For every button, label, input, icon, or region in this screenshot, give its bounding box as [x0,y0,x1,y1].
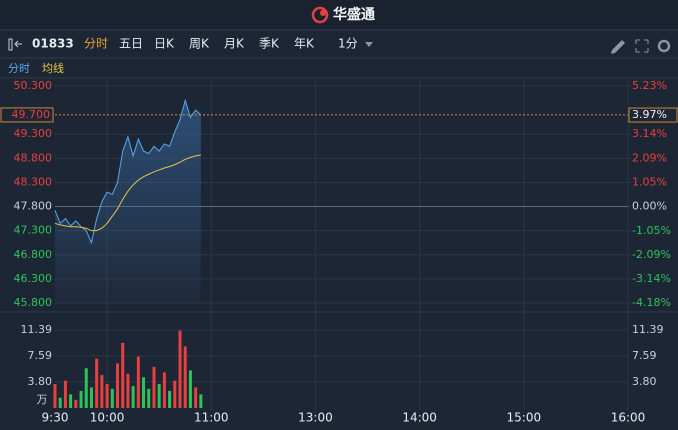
volume-bar [53,384,57,408]
period-select[interactable]: 1分 [338,37,358,51]
stock-code: 01833 [32,37,74,51]
volume-bar [69,394,73,408]
volume-bar [110,388,114,408]
volume-bar [121,342,125,408]
x-tick-label: 10:00 [90,411,125,425]
y2-tick-label: 3.14% [632,127,667,140]
y2-tick-label: 11.39 [632,323,664,336]
y-tick-label: 45.800 [14,296,53,309]
settings-icon[interactable] [657,39,671,53]
x-tick-label: 15:00 [507,411,542,425]
x-tick-label: 11:00 [194,411,229,425]
volume-bar [105,384,109,408]
header-bar [0,0,678,30]
y-tick-label: 11.39 [21,323,53,336]
volume-bar [199,394,203,408]
price-line [54,98,202,245]
price-area [55,100,201,303]
volume-bar [95,358,99,408]
tab[interactable]: 季K [259,37,280,51]
average-line [54,154,201,232]
tab[interactable]: 年K [294,37,315,51]
volume-bar [168,390,172,408]
x-tick-label: 14:00 [402,411,437,425]
volume-bar [157,384,161,408]
y-tick-label: 48.300 [14,175,53,188]
y2-tick-label: 7.59 [632,349,657,362]
last-change-label: 3.97% [632,108,667,121]
y2-tick-label: 2.09% [632,151,667,164]
volume-bar [194,387,198,408]
volume-bar [178,330,182,408]
brand-logo [311,6,329,24]
legend-entry: 分时 [8,62,30,75]
y2-tick-label: -1.05% [632,224,671,237]
tab[interactable]: 日K [154,37,175,51]
last-price-label: 49.700 [12,108,51,121]
tab[interactable]: 月K [224,37,245,51]
volume-bar [188,370,192,408]
volume-bar [126,373,130,408]
volume-bar [136,356,140,408]
y-tick-label: 3.80 [28,375,53,388]
last-price-box [0,107,54,123]
y2-tick-label: 1.05% [632,175,667,188]
y2-tick-label: -2.09% [632,248,671,261]
tab[interactable]: 五日 [119,37,143,51]
volume-bar [74,399,78,408]
volume-bar [142,377,146,408]
volume-bar [79,390,83,408]
volume-bar [147,388,151,408]
volume-bar [63,380,67,408]
volume-bar [58,397,62,408]
tab[interactable]: 分时 [84,37,108,51]
y2-tick-label: 0.00% [632,200,667,213]
y-tick-label: 46.300 [14,272,53,285]
last-change-box [628,107,678,123]
y2-tick-label: -4.18% [632,296,671,309]
y-tick-label: 48.800 [14,151,53,164]
volume-bar [84,368,88,408]
y-tick-label: 47.300 [14,224,53,237]
volume-bar [89,387,93,408]
dropdown-arrow[interactable] [365,42,373,47]
y-tick-label: 7.59 [28,349,53,362]
x-tick-label: 9:30 [42,411,69,425]
volume-bar [100,375,104,408]
volume-bar [173,380,177,408]
volume-bar [183,346,187,408]
volume-bar [131,386,135,408]
y2-tick-label: 5.23% [632,79,667,92]
brand: 华盛通 [333,6,375,23]
y2-tick-label: -3.14% [632,272,671,285]
y2-tick-label: 3.80 [632,375,657,388]
x-tick-label: 16:00 [611,411,646,425]
y-tick-label: 50.300 [14,79,53,92]
y-tick-label: 47.800 [14,200,53,213]
collapse-icon[interactable] [8,38,22,51]
edit-icon[interactable] [611,40,625,54]
tab[interactable]: 周K [189,37,210,51]
legend-entry: 均线 [42,61,64,75]
y-tick-label: 49.300 [14,127,53,140]
fullscreen-icon[interactable] [635,39,649,53]
volume-unit: 万 [37,393,48,406]
x-tick-label: 13:00 [298,411,333,425]
volume-bar [116,363,120,408]
volume-bar [162,372,166,408]
y-tick-label: 46.800 [14,248,53,261]
volume-bar [152,366,156,408]
